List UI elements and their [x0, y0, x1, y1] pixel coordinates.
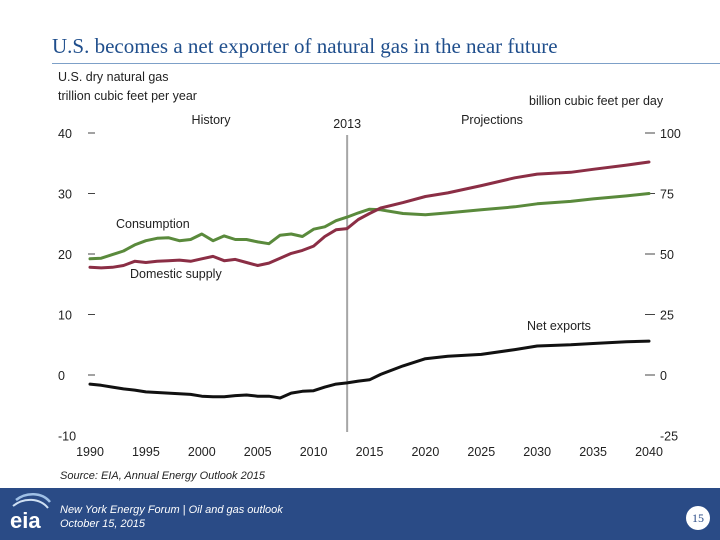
x-tick-label: 2030 — [523, 445, 551, 459]
page-number: 15 — [686, 506, 710, 530]
y-right-tick-label: -25 — [660, 430, 678, 444]
y-right-tick-label: 100 — [660, 127, 681, 141]
projections-label: Projections — [461, 113, 523, 127]
y-right-tick-label: 75 — [660, 188, 674, 202]
svg-text:eia: eia — [10, 508, 41, 533]
y-left-tick-label: 40 — [58, 127, 72, 141]
footer-bar — [0, 488, 720, 540]
x-tick-label: 2005 — [244, 445, 272, 459]
x-tick-label: 2015 — [356, 445, 384, 459]
y-left-tick-label: 20 — [58, 248, 72, 262]
eia-logo-icon: eia — [10, 493, 51, 533]
x-tick-label: 2035 — [579, 445, 607, 459]
right-axis-unit: billion cubic feet per day — [529, 94, 664, 108]
source-note: Source: EIA, Annual Energy Outlook 2015 — [60, 470, 266, 482]
x-tick-label: 2040 — [635, 445, 663, 459]
x-tick-label: 1990 — [76, 445, 104, 459]
x-tick-label: 2025 — [467, 445, 495, 459]
y-left-tick-label: 10 — [58, 309, 72, 323]
y-left-tick-label: -10 — [58, 430, 76, 444]
footer-line2: October 15, 2015 — [60, 518, 146, 530]
series-line-domestic-supply — [88, 160, 651, 270]
y-right-tick-label: 50 — [660, 248, 674, 262]
slide-title: U.S. becomes a net exporter of natural g… — [52, 34, 558, 58]
y-left-tick-label: 0 — [58, 369, 65, 383]
x-tick-label: 2000 — [188, 445, 216, 459]
left-axis-unit-line2: trillion cubic feet per year — [58, 89, 197, 103]
y-right-tick-label: 25 — [660, 309, 674, 323]
divider-year-label: 2013 — [333, 117, 361, 131]
footer-line1: New York Energy Forum | Oil and gas outl… — [60, 504, 283, 516]
consumption-series-label: Consumption — [116, 217, 190, 231]
footer-text: New York Energy Forum | Oil and gas outl… — [60, 503, 283, 531]
x-tick-label: 1995 — [132, 445, 160, 459]
title-rule — [52, 63, 720, 64]
series-line-consumption — [88, 192, 651, 261]
x-tick-label: 2020 — [411, 445, 439, 459]
domestic-supply-series-label: Domestic supply — [130, 267, 222, 281]
y-left-tick-label: 30 — [58, 188, 72, 202]
left-axis-unit-line1: U.S. dry natural gas — [58, 70, 169, 84]
series-line-net-exports — [88, 339, 651, 400]
net-exports-series-label: Net exports — [527, 319, 591, 333]
history-label: History — [192, 113, 232, 127]
y-right-tick-label: 0 — [660, 369, 667, 383]
x-tick-label: 2010 — [300, 445, 328, 459]
